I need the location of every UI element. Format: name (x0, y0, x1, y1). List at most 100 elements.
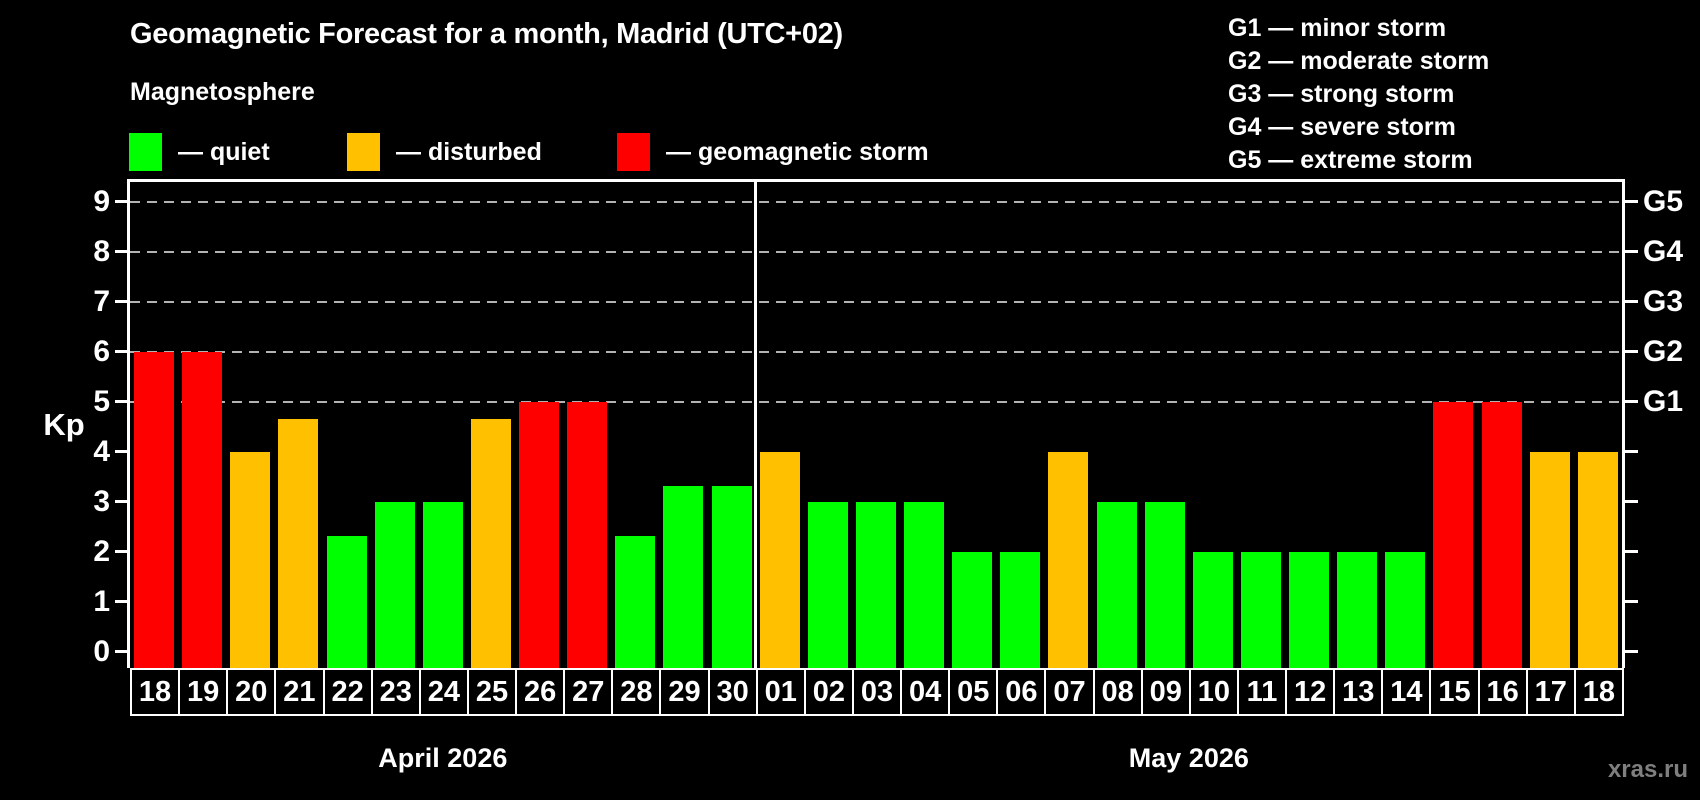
kp-bar-day-01 (759, 452, 800, 668)
right-axis-tick (1625, 600, 1638, 603)
date-cell-13: 13 (1333, 668, 1384, 716)
kp-bar-day-02 (807, 502, 848, 668)
g-scale-label: G4 (1643, 235, 1684, 268)
kp-bar-day-06 (1000, 552, 1041, 668)
y-tick-label: 8 (93, 235, 110, 268)
y-tick-label: 5 (93, 385, 110, 418)
date-cell-01: 01 (755, 668, 806, 716)
kp-bar-day-16 (1481, 402, 1522, 668)
kp-bar-day-14 (1385, 552, 1426, 668)
g-scale-label: G3 (1643, 285, 1684, 318)
magnetosphere-subtitle: Magnetosphere (130, 78, 315, 106)
g-scale-label: G5 (1643, 185, 1684, 218)
kp-bar-day-29 (663, 485, 704, 668)
y-tick-label: 4 (93, 435, 110, 468)
gridline-kp7 (130, 301, 1622, 303)
gridline-kp9 (130, 201, 1622, 203)
gridline-kp6 (130, 351, 1622, 353)
kp-bar-day-23 (374, 502, 415, 668)
y-axis-tick (115, 500, 127, 503)
right-axis-tick (1625, 500, 1638, 503)
kp-bar-day-26 (519, 402, 560, 668)
storm-scale-item: G5 — extreme storm (1228, 146, 1473, 174)
page-title: Geomagnetic Forecast for a month, Madrid… (130, 18, 843, 50)
kp-bar-day-09 (1144, 502, 1185, 668)
legend-label-disturbed: — disturbed (396, 137, 542, 166)
date-cell-14: 14 (1381, 668, 1432, 716)
legend-item-storm: — geomagnetic storm (617, 132, 929, 172)
month-label: April 2026 (378, 743, 508, 773)
date-cell-09: 09 (1140, 668, 1191, 716)
date-cell-07: 07 (1044, 668, 1095, 716)
kp-bar-day-12 (1289, 552, 1330, 668)
date-cell-08: 08 (1092, 668, 1143, 716)
kp-bar-day-24 (422, 502, 463, 668)
kp-bar-day-18 (134, 352, 174, 668)
month-divider-line (754, 181, 758, 668)
kp-bar-day-11 (1240, 552, 1281, 668)
y-tick-label: 6 (93, 335, 110, 368)
plot-top-border (127, 179, 1625, 182)
right-axis-tick (1625, 550, 1638, 553)
date-cell-24: 24 (418, 668, 469, 716)
y-axis-tick (115, 650, 127, 653)
y-tick-label: 1 (93, 585, 110, 618)
kp-bar-day-07 (1048, 452, 1089, 668)
date-cell-23: 23 (370, 668, 421, 716)
date-cell-17: 17 (1525, 668, 1576, 716)
gridline-kp5 (130, 401, 1622, 403)
gridline-kp8 (130, 251, 1622, 253)
y-tick-label: 7 (93, 285, 110, 318)
kp-bar-day-17 (1529, 452, 1570, 668)
site-watermark-link[interactable]: xras.ru (1607, 756, 1688, 783)
kp-bar-day-28 (615, 535, 656, 668)
y-axis-tick (115, 550, 127, 553)
date-cell-18: 18 (1573, 668, 1624, 716)
storm-color-swatch-icon (617, 133, 650, 171)
y-tick-label: 9 (93, 185, 110, 218)
kp-bar-day-10 (1192, 552, 1233, 668)
date-cell-18: 18 (130, 668, 181, 716)
y-axis-tick (115, 250, 127, 253)
storm-scale-item: G3 — strong storm (1228, 80, 1455, 108)
date-cell-29: 29 (659, 668, 710, 716)
y-axis-tick (115, 350, 127, 353)
quiet-color-swatch-icon (129, 133, 162, 171)
date-cell-10: 10 (1188, 668, 1239, 716)
storm-scale-item: G2 — moderate storm (1228, 47, 1490, 75)
date-cell-25: 25 (466, 668, 518, 716)
date-cell-06: 06 (996, 668, 1047, 716)
right-axis-tick (1625, 650, 1638, 653)
kp-bar-day-27 (567, 402, 608, 668)
legend-item-quiet: — quiet (129, 132, 270, 172)
kp-bar-day-15 (1433, 402, 1474, 668)
kp-bar-day-25 (470, 418, 511, 668)
date-cell-15: 15 (1429, 668, 1480, 716)
right-axis-tick (1625, 250, 1638, 253)
y-axis-tick (115, 300, 127, 303)
date-cell-16: 16 (1477, 668, 1528, 716)
kp-bar-day-13 (1337, 552, 1378, 668)
kp-bar-day-18 (1577, 452, 1618, 668)
y-axis-tick (115, 600, 127, 603)
right-axis-line (1622, 179, 1625, 668)
y-tick-label: 0 (93, 635, 110, 668)
kp-bar-day-30 (711, 485, 752, 668)
kp-bar-day-04 (904, 502, 945, 668)
right-axis-tick (1625, 300, 1638, 303)
g-scale-label: G2 (1643, 335, 1684, 368)
y-axis-label: Kp (43, 407, 85, 442)
legend-label-storm: — geomagnetic storm (666, 137, 929, 166)
date-cell-21: 21 (274, 668, 325, 716)
date-cell-22: 22 (322, 668, 373, 716)
y-axis-tick (115, 200, 127, 203)
kp-bar-day-22 (326, 535, 367, 668)
kp-bar-day-05 (952, 552, 993, 668)
date-cell-26: 26 (515, 668, 566, 716)
storm-scale-item: G4 — severe storm (1228, 113, 1456, 141)
right-axis-tick (1625, 400, 1638, 403)
kp-bar-day-19 (182, 352, 223, 668)
y-tick-label: 2 (93, 535, 110, 568)
date-cell-05: 05 (948, 668, 999, 716)
